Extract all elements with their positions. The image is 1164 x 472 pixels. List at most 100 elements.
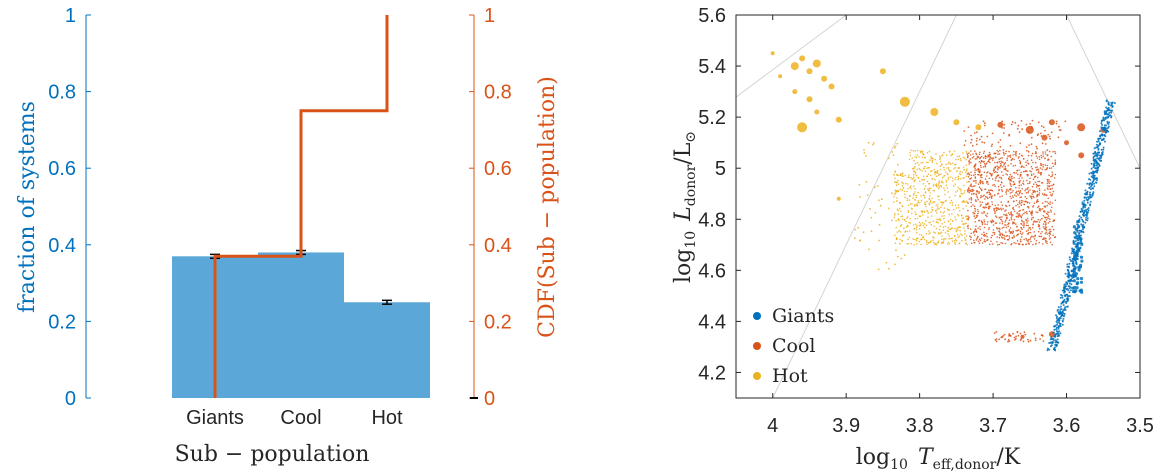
hot-point: [920, 162, 922, 164]
cool-point: [964, 139, 967, 142]
hot-point: [964, 201, 966, 203]
cool-point: [1013, 242, 1015, 244]
cool-point: [1010, 216, 1013, 219]
cool-point: [1043, 227, 1046, 230]
giants-point: [1100, 126, 1103, 129]
cool-point: [1013, 158, 1015, 161]
cool-point: [984, 122, 986, 125]
cool-point: [970, 193, 973, 195]
cool-point: [1045, 237, 1047, 240]
hot-point: [964, 222, 967, 225]
hot-point: [924, 156, 926, 159]
cool-point: [1009, 144, 1012, 147]
cool-point: [1037, 176, 1039, 179]
cool-point: [999, 149, 1001, 152]
cool-point: [984, 155, 987, 157]
hot-point: [958, 172, 961, 175]
hot-point: [926, 200, 928, 203]
hot-point: [909, 186, 911, 189]
giants-point: [1046, 349, 1049, 352]
giants-point: [1080, 230, 1083, 233]
cool-point: [1028, 144, 1030, 147]
cool-point: [973, 213, 975, 215]
cool-point: [983, 226, 986, 229]
cool-point: [972, 155, 975, 158]
hot-point: [919, 180, 921, 183]
giants-point: [1100, 155, 1103, 158]
hot-point: [915, 239, 918, 242]
giants-point: [1076, 220, 1080, 224]
hot-point: [954, 204, 957, 206]
cool-point: [1020, 226, 1022, 229]
cool-point: [1025, 224, 1028, 227]
cool-point: [983, 220, 986, 223]
cool-point: [1024, 333, 1027, 336]
cool-point: [989, 192, 992, 195]
giants-point: [1096, 179, 1098, 182]
cool-point: [1017, 213, 1019, 215]
giants-point: [1070, 278, 1073, 281]
giants-point: [1066, 282, 1068, 285]
hot-point: [937, 232, 940, 234]
cool-point: [1046, 164, 1049, 167]
cool-point: [1018, 131, 1021, 134]
giants-point: [1067, 297, 1070, 300]
hot-point: [941, 235, 943, 237]
cool-point: [976, 237, 978, 240]
cool-point: [1033, 220, 1036, 222]
hot-point: [912, 194, 915, 196]
cool-large-point: [1020, 334, 1025, 339]
giants-point: [1086, 219, 1089, 222]
hot-point: [929, 187, 932, 190]
hot-point: [895, 192, 897, 194]
hot-point: [925, 161, 928, 164]
hot-point: [894, 171, 897, 173]
cool-point: [1014, 121, 1017, 124]
hot-point: [937, 240, 940, 242]
hot-point: [962, 156, 965, 159]
cool-point: [979, 157, 981, 160]
cool-point: [1006, 205, 1008, 208]
cool-point: [1029, 231, 1032, 234]
giants-point: [1101, 123, 1104, 126]
hot-point: [935, 175, 938, 178]
legend-marker-hot: [753, 372, 761, 380]
hot-point: [960, 233, 962, 235]
cool-point: [1017, 214, 1020, 217]
ylabel-log: log: [671, 249, 696, 283]
cool-point: [1034, 166, 1037, 169]
cool-point: [986, 191, 989, 194]
cool-point: [977, 173, 979, 176]
cool-point: [1005, 193, 1008, 195]
hot-point: [930, 223, 933, 226]
cool-point: [970, 171, 972, 173]
hot-point: [962, 166, 965, 168]
cool-point: [1025, 192, 1028, 194]
hot-point: [893, 193, 896, 196]
giants-point: [1068, 291, 1071, 294]
hot-point: [921, 170, 923, 172]
cool-point: [1026, 212, 1028, 215]
cool-point: [1032, 189, 1034, 192]
cool-point: [1026, 188, 1029, 190]
cool-point: [1031, 119, 1034, 122]
cool-point: [1038, 227, 1041, 230]
giants-point: [1090, 182, 1093, 185]
cool-point: [1018, 159, 1021, 162]
hot-point: [964, 242, 967, 245]
cool-point: [1032, 236, 1035, 238]
cool-point: [981, 212, 983, 214]
giants-point: [1100, 120, 1103, 123]
cool-point: [1048, 167, 1051, 169]
giants-point: [1082, 206, 1085, 209]
giants-point: [1092, 172, 1095, 175]
hot-point: [950, 176, 952, 178]
hot-point: [966, 152, 968, 154]
hot-point: [894, 181, 896, 183]
cool-point: [1004, 165, 1006, 168]
hot-point: [957, 158, 960, 161]
cool-point: [1032, 226, 1034, 229]
giants-point: [1055, 317, 1058, 320]
cool-point: [1038, 205, 1040, 207]
hot-point: [963, 227, 965, 229]
